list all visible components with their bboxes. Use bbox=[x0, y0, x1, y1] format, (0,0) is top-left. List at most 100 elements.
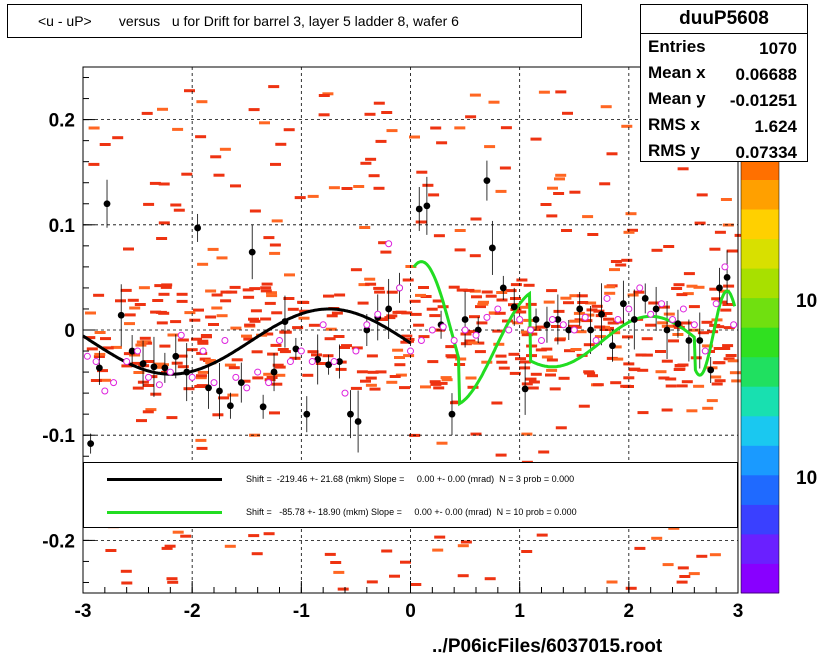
heatmap-cell bbox=[543, 300, 555, 304]
data-point bbox=[619, 300, 627, 308]
heatmap-cell bbox=[136, 340, 148, 344]
data-point-hollow bbox=[516, 315, 524, 323]
heatmap-cell bbox=[711, 297, 723, 301]
heatmap-cell bbox=[587, 374, 598, 378]
heatmap-cell bbox=[601, 312, 613, 315]
heatmap-cell bbox=[402, 278, 414, 282]
heatmap-cell bbox=[325, 327, 337, 331]
data-point bbox=[363, 326, 371, 334]
heatmap-cell bbox=[357, 301, 369, 305]
heatmap-cell bbox=[495, 354, 507, 358]
axes-layer: -3 -2 -1 0 1 2 3 -0.2 -0.1 0 0.1 0.2 bbox=[42, 77, 743, 622]
heatmap-cell bbox=[465, 376, 477, 380]
data-point bbox=[474, 326, 482, 334]
data-point bbox=[587, 326, 595, 334]
heatmap-cell bbox=[105, 549, 117, 552]
color-scale-band bbox=[741, 297, 779, 328]
heatmap-cell bbox=[150, 392, 162, 396]
heatmap-cell bbox=[546, 214, 558, 218]
data-point-hollow bbox=[581, 313, 589, 321]
heatmap-cell bbox=[409, 299, 421, 303]
data-point-hollow bbox=[396, 284, 404, 292]
data-point bbox=[292, 345, 300, 353]
heatmap-cell bbox=[158, 292, 170, 296]
markers-layer bbox=[83, 177, 738, 448]
data-point bbox=[237, 379, 245, 386]
heatmap-cell bbox=[269, 243, 281, 247]
data-point bbox=[205, 384, 212, 392]
heatmap-cell bbox=[133, 371, 145, 374]
heatmap-cell bbox=[229, 285, 241, 289]
heatmap-cell bbox=[261, 282, 273, 286]
heatmap-cell bbox=[394, 363, 406, 367]
heatmap-cell bbox=[475, 305, 486, 309]
heatmap-cell bbox=[445, 345, 457, 349]
heatmap-cell bbox=[227, 393, 239, 397]
heatmap-cell bbox=[620, 384, 632, 388]
heatmap-cell bbox=[308, 323, 320, 327]
data-point-hollow bbox=[363, 321, 371, 329]
heatmap-cell bbox=[366, 354, 378, 358]
heatmap-cell bbox=[418, 286, 429, 289]
color-scale-band bbox=[741, 209, 779, 240]
heatmap-cell bbox=[194, 385, 206, 388]
heatmap-cell bbox=[239, 379, 251, 383]
data-point-hollow bbox=[210, 379, 218, 387]
heatmap-cell bbox=[172, 530, 184, 534]
heatmap-cell bbox=[88, 162, 100, 166]
heatmap-cell bbox=[457, 574, 469, 578]
x-tick-label: 1 bbox=[514, 601, 525, 622]
heatmap-cell bbox=[145, 408, 157, 412]
heatmap-cell bbox=[195, 438, 207, 442]
heatmap-cell bbox=[623, 376, 635, 380]
heatmap-cell bbox=[121, 364, 133, 368]
data-point-hollow bbox=[658, 300, 666, 308]
heatmap-cell bbox=[535, 348, 547, 352]
heatmap-cell bbox=[727, 359, 739, 363]
data-point bbox=[385, 305, 393, 313]
data-point bbox=[532, 316, 540, 323]
heatmap-cell bbox=[121, 581, 133, 585]
data-point-hollow bbox=[679, 305, 687, 313]
heatmap-cell bbox=[585, 301, 597, 305]
heatmap-cell bbox=[161, 283, 173, 287]
data-point bbox=[630, 316, 638, 323]
heatmap-cell bbox=[365, 376, 377, 380]
heatmap-cell bbox=[160, 285, 172, 289]
heatmap-cell bbox=[420, 385, 431, 389]
heatmap-cell bbox=[93, 293, 105, 297]
heatmap-cell bbox=[469, 289, 481, 293]
stats-value: 1070 bbox=[759, 39, 797, 58]
data-point-hollow bbox=[286, 358, 294, 366]
data-point-hollow bbox=[472, 331, 480, 339]
heatmap-cell bbox=[441, 378, 453, 382]
heatmap-cell bbox=[520, 330, 532, 334]
heatmap-cell bbox=[283, 128, 295, 132]
heatmap-cell bbox=[260, 286, 272, 290]
heatmap-cell bbox=[337, 587, 349, 591]
heatmap-cell bbox=[469, 254, 481, 258]
heatmap-cell bbox=[612, 357, 624, 361]
heatmap-cell bbox=[563, 301, 574, 305]
heatmap-cell bbox=[702, 406, 714, 410]
heatmap-cell bbox=[484, 145, 496, 149]
data-point-hollow bbox=[232, 373, 240, 381]
data-point bbox=[325, 361, 333, 369]
heatmap-cell bbox=[369, 387, 381, 391]
heatmap-cell bbox=[600, 105, 612, 109]
data-point bbox=[139, 360, 147, 368]
heatmap-cell bbox=[460, 342, 472, 346]
heatmap-cell bbox=[683, 272, 695, 276]
data-point-hollow bbox=[374, 310, 382, 318]
heatmap-cell bbox=[686, 284, 698, 288]
heatmap-cell bbox=[99, 378, 111, 382]
data-point bbox=[609, 342, 616, 350]
data-point bbox=[259, 403, 267, 411]
heatmap-cell bbox=[688, 572, 700, 576]
heatmap-cell bbox=[549, 387, 561, 391]
heatmap-cell bbox=[271, 311, 283, 315]
heatmap-cell bbox=[213, 173, 225, 177]
heatmap-cell bbox=[85, 311, 96, 315]
heatmap-cell bbox=[658, 376, 670, 380]
heatmap-cell bbox=[243, 295, 255, 299]
